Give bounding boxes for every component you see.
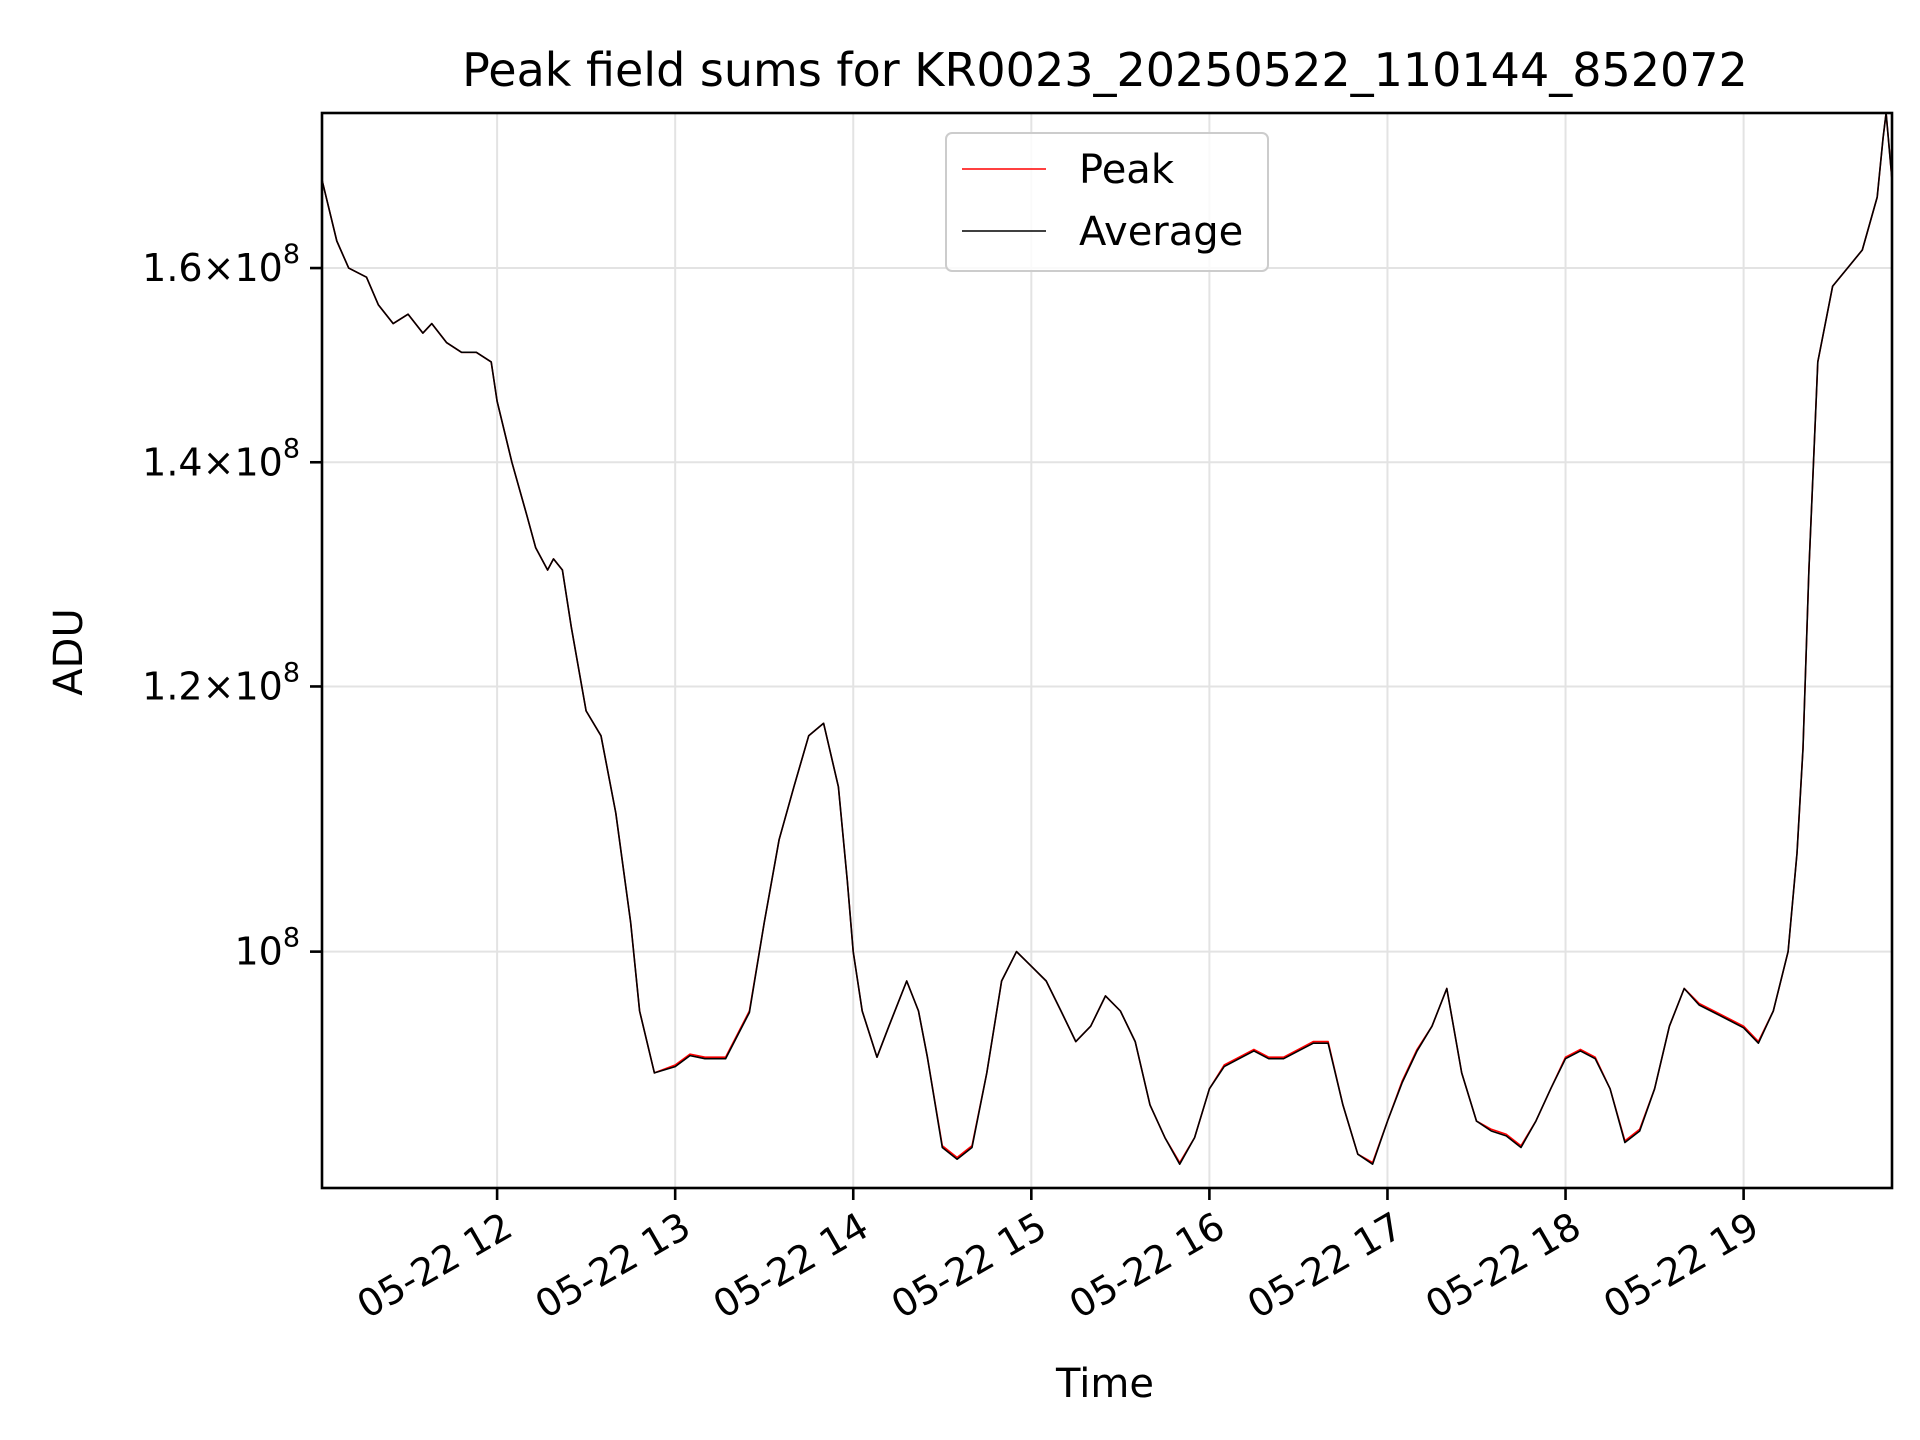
y-tick: 1.2×108 (142, 657, 322, 708)
series-line-average (322, 113, 1892, 1165)
axes-frame (320, 111, 1894, 1190)
chart-title: Peak field sums for KR0023_20250522_1101… (462, 43, 1748, 97)
y-tick-label: 1.2×108 (142, 657, 300, 708)
legend-label-average: Average (1079, 209, 1243, 255)
grid-lines (322, 113, 1892, 1188)
y-tick: 1.4×108 (142, 433, 322, 484)
x-axis-label: Time (1055, 1361, 1154, 1407)
y-tick: 1.6×108 (142, 239, 322, 290)
legend-label-peak: Peak (1079, 147, 1175, 193)
y-tick-label: 108 (234, 923, 300, 974)
y-tick: 108 (234, 923, 322, 974)
y-tick-label: 1.4×108 (142, 433, 300, 484)
legend-box (945, 132, 1269, 272)
y-axis-label: ADU (46, 608, 92, 695)
y-tick-label: 1.6×108 (142, 239, 300, 290)
y-axis: 108 1.2×108 1.4×108 1.6×108 (142, 239, 322, 974)
plot-area (322, 113, 1892, 1165)
legend: Peak Average (945, 132, 1269, 272)
